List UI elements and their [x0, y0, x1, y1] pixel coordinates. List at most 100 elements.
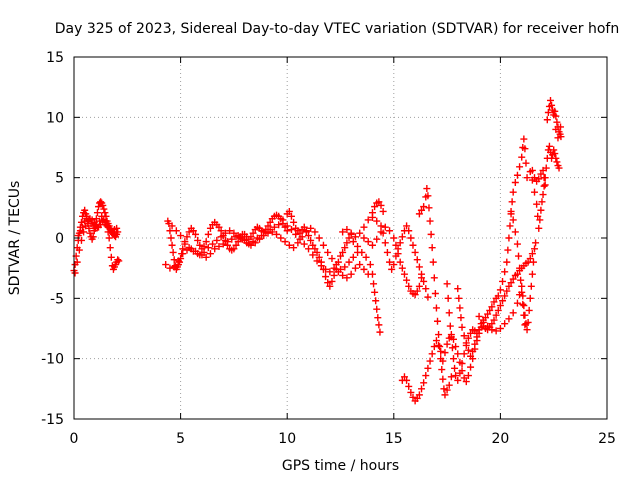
data-point: [521, 145, 529, 153]
data-point: [339, 248, 347, 256]
data-point: [93, 209, 101, 217]
data-point: [76, 227, 84, 235]
data-point: [287, 212, 295, 220]
data-point: [415, 391, 423, 399]
data-point: [548, 101, 556, 109]
data-point: [423, 185, 431, 193]
data-point: [105, 234, 113, 242]
data-point: [429, 258, 437, 266]
data-point: [179, 250, 187, 258]
data-point: [545, 142, 553, 150]
data-point: [349, 238, 357, 246]
data-point: [528, 250, 536, 258]
data-point: [509, 275, 517, 283]
data-point: [535, 175, 543, 183]
data-point: [251, 239, 259, 247]
tick-labels: 0 5 10 15 20 25 -15 -10 -5 0 5 10 15: [41, 50, 616, 447]
data-point: [422, 285, 430, 293]
data-point: [520, 302, 528, 310]
data-point: [451, 364, 459, 372]
data-point: [456, 304, 464, 312]
data-point: [192, 230, 200, 238]
data-point: [209, 240, 217, 248]
data-point: [396, 258, 404, 266]
data-point: [536, 216, 544, 224]
data-point: [371, 203, 379, 211]
data-point: [176, 258, 184, 266]
data-point: [221, 229, 229, 237]
data-point: [538, 198, 546, 206]
data-point: [508, 198, 516, 206]
data-point: [488, 326, 496, 334]
data-point: [215, 242, 223, 250]
data-point: [523, 326, 531, 334]
data-point: [183, 246, 191, 254]
data-point: [484, 322, 492, 330]
data-point: [183, 233, 191, 241]
data-point: [431, 290, 439, 298]
data-point: [339, 228, 347, 236]
data-point: [232, 241, 240, 249]
data-point: [328, 255, 336, 263]
axis-ticks: [73, 56, 608, 420]
data-point: [273, 230, 281, 238]
data-point: [428, 244, 436, 252]
data-point: [400, 373, 408, 381]
data-point: [115, 257, 123, 265]
data-point: [98, 212, 106, 220]
data-point: [307, 224, 315, 232]
data-point: [554, 134, 562, 142]
data-point: [392, 241, 400, 249]
data-point: [226, 227, 234, 235]
data-point: [305, 245, 313, 253]
data-point: [501, 268, 509, 276]
data-point: [458, 359, 466, 367]
data-point: [415, 282, 423, 290]
data-point: [371, 288, 379, 296]
data-point: [557, 123, 565, 131]
data-point: [438, 366, 446, 374]
data-point: [238, 235, 246, 243]
data-point: [494, 292, 502, 300]
data-point: [420, 379, 428, 387]
data-point: [107, 253, 115, 261]
data-point: [392, 252, 400, 260]
data-point: [436, 343, 444, 351]
data-point: [86, 229, 94, 237]
data-point: [496, 325, 504, 332]
data-point: [285, 207, 293, 215]
data-point: [535, 224, 543, 232]
data-point: [424, 192, 432, 200]
data-point: [372, 297, 380, 305]
data-point: [449, 355, 457, 363]
data-point: [405, 382, 413, 390]
data-point: [264, 222, 272, 230]
data-point: [420, 203, 428, 211]
data-point: [185, 228, 193, 236]
data-point: [326, 282, 334, 290]
data-point: [518, 288, 526, 296]
data-point: [462, 339, 470, 347]
data-point: [437, 347, 445, 355]
data-point: [334, 268, 342, 276]
data-point: [166, 264, 174, 272]
data-point: [475, 326, 483, 334]
data-point: [448, 344, 456, 352]
data-point: [114, 256, 122, 264]
data-point: [388, 265, 396, 273]
data-point: [509, 309, 517, 317]
data-point: [439, 357, 447, 365]
data-point: [415, 210, 423, 218]
data-point: [347, 229, 355, 237]
data-point: [519, 300, 527, 308]
data-point: [374, 314, 382, 322]
data-point: [422, 372, 430, 380]
data-point: [490, 298, 498, 306]
data-point: [464, 372, 472, 380]
data-point: [345, 258, 353, 266]
data-point: [300, 240, 308, 248]
data-point: [543, 116, 551, 124]
data-point: [505, 234, 513, 242]
data-point: [503, 287, 511, 295]
